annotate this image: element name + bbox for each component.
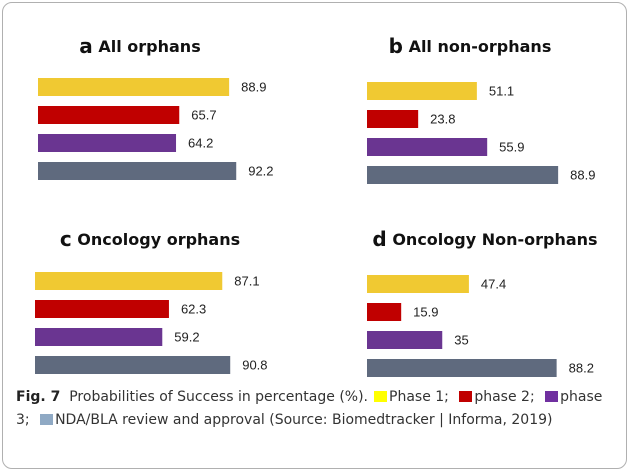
bar bbox=[35, 356, 231, 374]
value-label: 51.1 bbox=[489, 83, 514, 98]
legend-label: phase 3; bbox=[16, 389, 603, 428]
legend-swatch bbox=[545, 391, 559, 402]
value-label: 88.2 bbox=[569, 360, 594, 375]
bar bbox=[367, 166, 559, 184]
charts: a All orphans 88.9 65.7 64.2 92.2 b All non-o… bbox=[35, 34, 598, 377]
legend-swatch bbox=[374, 391, 387, 402]
legend-swatch bbox=[459, 391, 473, 402]
value-label: 90.8 bbox=[242, 357, 267, 372]
panel-title: Oncology Non-orphans bbox=[392, 230, 597, 249]
bar bbox=[367, 138, 488, 156]
value-label: 62.3 bbox=[181, 301, 206, 316]
chart-title: c Oncology orphans bbox=[60, 227, 240, 251]
value-label: 15.9 bbox=[413, 304, 438, 319]
bar bbox=[367, 110, 419, 128]
value-label: 55.9 bbox=[499, 139, 524, 154]
legend-label: phase 2; bbox=[474, 389, 535, 405]
bar bbox=[367, 303, 402, 321]
legend-label: NDA/BLA review and approval bbox=[55, 412, 265, 428]
value-label: 92.2 bbox=[248, 163, 273, 178]
bar bbox=[367, 331, 443, 349]
panel-letter: c bbox=[60, 227, 72, 251]
value-label: 64.2 bbox=[188, 135, 213, 150]
bar bbox=[367, 82, 477, 100]
bar bbox=[38, 106, 180, 124]
caption-source: (Source: Biomedtracker | Informa, 2019) bbox=[269, 412, 553, 428]
value-label: 88.9 bbox=[570, 167, 595, 182]
panel-title: All non-orphans bbox=[409, 37, 552, 56]
chart-title: a All orphans bbox=[79, 34, 200, 58]
bar bbox=[38, 162, 237, 180]
panel-letter: b bbox=[389, 34, 403, 58]
chart-title: b All non-orphans bbox=[389, 34, 552, 58]
caption-text: Probabilities of Success in percentage (… bbox=[69, 389, 368, 405]
panel-title: All orphans bbox=[98, 37, 200, 56]
figure-label: Fig. 7 bbox=[16, 389, 61, 405]
value-label: 59.2 bbox=[174, 329, 199, 344]
bar bbox=[35, 328, 163, 346]
bar bbox=[35, 272, 223, 290]
legend-swatch bbox=[40, 414, 54, 425]
panel-title: Oncology orphans bbox=[77, 230, 240, 249]
caption: Fig. 7 Probabilities of Success in perce… bbox=[16, 386, 616, 432]
legend: Phase 1; phase 2; phase 3; NDA/BLA revie… bbox=[16, 389, 602, 428]
bar bbox=[367, 275, 469, 293]
value-label: 47.4 bbox=[481, 276, 506, 291]
bar bbox=[35, 300, 169, 318]
bar bbox=[367, 359, 557, 377]
value-label: 65.7 bbox=[191, 107, 216, 122]
chart-title: d Oncology Non-orphans bbox=[372, 227, 597, 251]
panel-letter: d bbox=[372, 227, 386, 251]
bar bbox=[38, 78, 230, 96]
value-label: 88.9 bbox=[241, 79, 266, 94]
legend-label: Phase 1; bbox=[389, 389, 449, 405]
bar bbox=[38, 134, 177, 152]
value-label: 23.8 bbox=[430, 111, 455, 126]
panel-letter: a bbox=[79, 34, 93, 58]
value-label: 87.1 bbox=[234, 273, 259, 288]
value-label: 35 bbox=[454, 332, 468, 347]
